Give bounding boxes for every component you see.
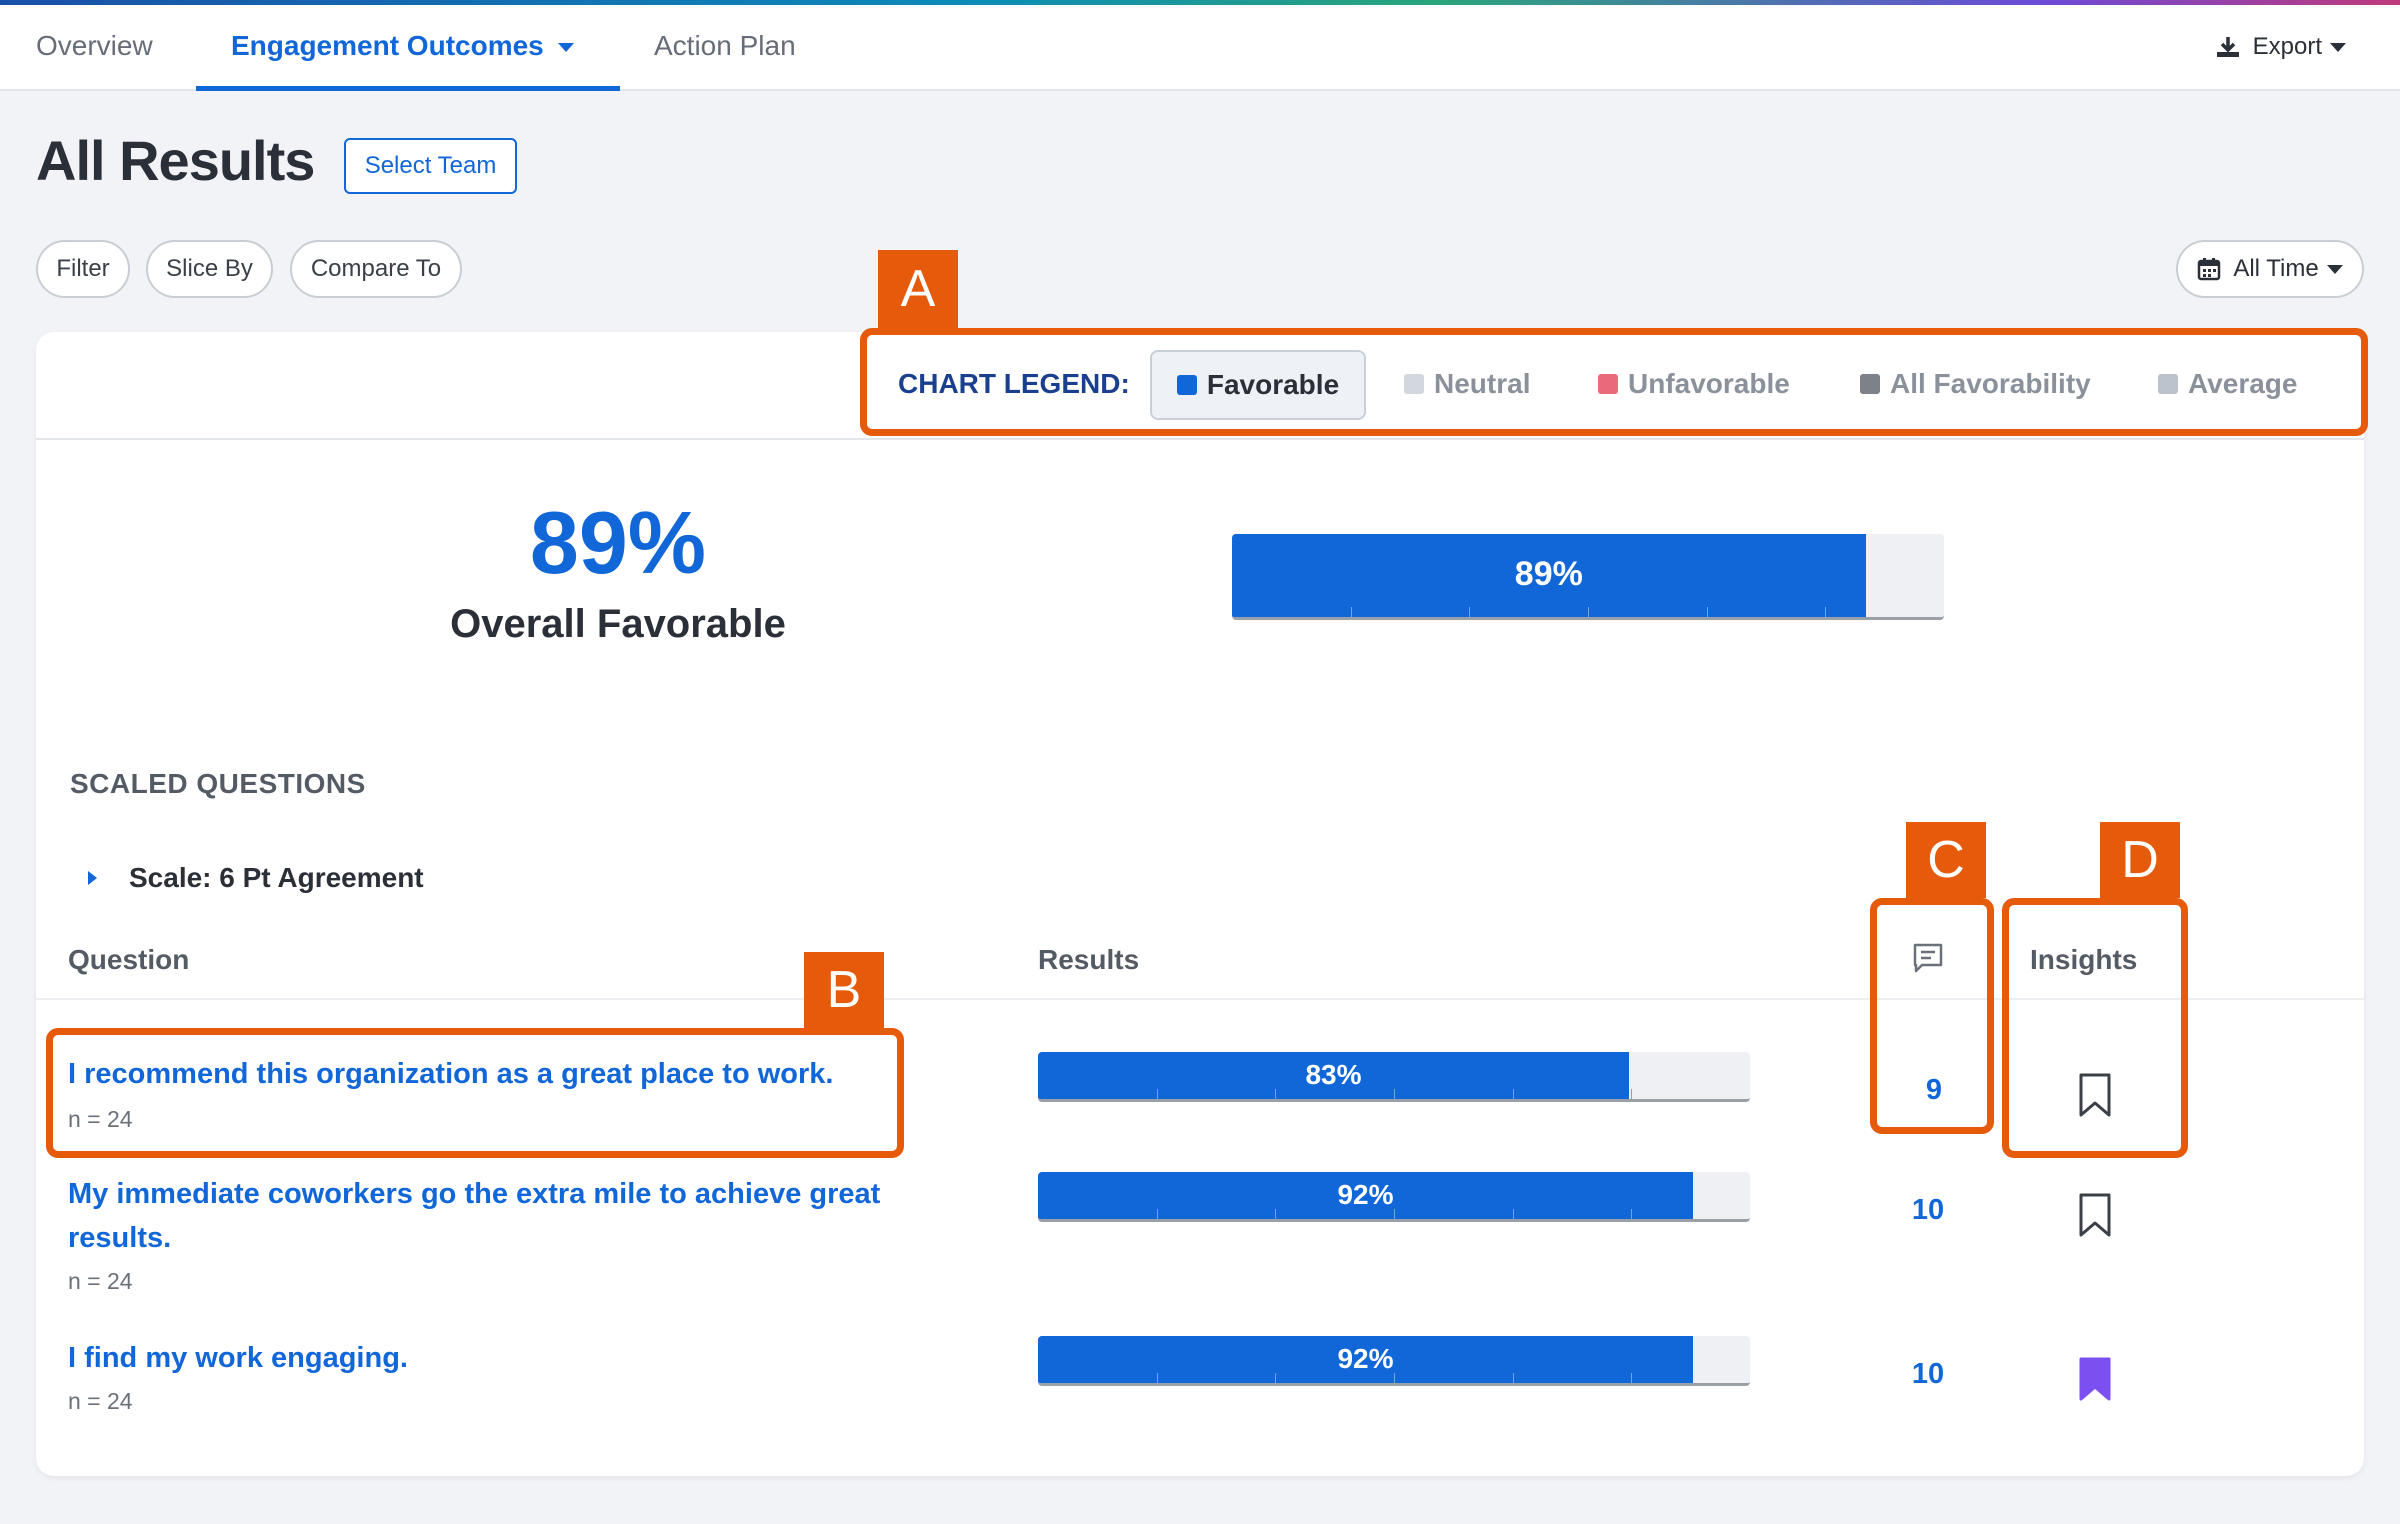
legend-swatch: [1404, 374, 1424, 394]
date-range-label: All Time: [2233, 255, 2319, 282]
bar-tick: [1512, 1209, 1514, 1219]
page-title: All Results: [36, 129, 315, 192]
legend-item-label: Average: [2188, 368, 2298, 399]
bookmark-icon[interactable]: [2078, 1072, 2112, 1118]
bar-tick: [1275, 1089, 1277, 1099]
chevron-down-icon: [2326, 264, 2343, 274]
overall-favorable-value: 89%: [529, 493, 707, 592]
annotation-label-a: A: [878, 250, 958, 328]
bar-tick: [1512, 1373, 1514, 1383]
legend-item-neutral[interactable]: Neutral: [1404, 368, 1530, 400]
tab-action-plan[interactable]: Action Plan: [654, 30, 796, 61]
column-header-insights: Insights: [2030, 944, 2138, 975]
question-result-bar[interactable]: 92%: [1038, 1336, 1750, 1386]
bar-tick: [1512, 1089, 1514, 1099]
annotation-label-d: D: [2100, 822, 2180, 898]
overall-favorable-fill: 89%: [1232, 534, 1866, 617]
calendar-icon: [2198, 258, 2221, 281]
active-tab-indicator: [196, 86, 620, 91]
question-result-fill: 83%: [1038, 1052, 1629, 1099]
bar-tick: [1394, 1373, 1395, 1383]
chevron-down-icon: [557, 43, 574, 53]
question-link[interactable]: My immediate coworkers go the extra mile…: [68, 1178, 881, 1254]
filter-button[interactable]: Filter: [36, 240, 130, 298]
column-header-results: Results: [1038, 944, 1140, 975]
tab-engagement-outcomes-label: Engagement Outcomes: [231, 30, 544, 61]
bar-tick: [1394, 1209, 1395, 1219]
overall-favorable-bar[interactable]: 89%: [1232, 534, 1944, 620]
legend-item-unfavorable[interactable]: Unfavorable: [1598, 368, 1790, 400]
bar-tick: [1394, 1089, 1395, 1099]
response-count: n = 24: [68, 1268, 133, 1294]
question-result-fill: 92%: [1038, 1336, 1694, 1383]
export-label: Export: [2252, 33, 2322, 60]
response-count: n = 24: [68, 1388, 133, 1414]
scale-label: Scale: 6 Pt Agreement: [129, 862, 424, 893]
bar-tick: [1825, 607, 1827, 617]
header-divider: [36, 998, 2364, 1000]
annotation-label-c: C: [1906, 822, 1986, 898]
top-accent-line: [0, 0, 2400, 5]
bookmark-filled-icon[interactable]: [2078, 1356, 2112, 1402]
bar-tick: [1631, 1209, 1633, 1219]
caret-right-icon: [88, 871, 97, 885]
card-divider: [36, 438, 2364, 440]
bar-tick: [1469, 607, 1471, 617]
column-header-question: Question: [68, 944, 190, 975]
select-team-button[interactable]: Select Team: [344, 138, 517, 194]
download-icon: [2216, 37, 2239, 57]
legend-swatch: [1176, 375, 1197, 395]
bar-tick: [1588, 607, 1589, 617]
legend-item-favorable[interactable]: Favorable: [1150, 350, 1366, 420]
comment-icon: [1913, 943, 1943, 973]
annotation-label-b: B: [804, 952, 884, 1028]
bar-tick: [1350, 607, 1352, 617]
response-count: n = 24: [68, 1106, 133, 1132]
chevron-down-icon: [2330, 42, 2346, 52]
top-nav: Overview Engagement Outcomes Action Plan…: [0, 5, 2400, 91]
bar-tick: [1275, 1209, 1277, 1219]
section-heading: SCALED QUESTIONS: [70, 768, 366, 799]
chart-legend-label: CHART LEGEND:: [898, 368, 1130, 399]
question-link[interactable]: I find my work engaging.: [68, 1342, 408, 1374]
legend-swatch: [1860, 374, 1880, 394]
bar-tick: [1631, 1089, 1633, 1099]
question-result-bar[interactable]: 92%: [1038, 1172, 1750, 1222]
slice-by-button[interactable]: Slice By: [146, 240, 273, 298]
annotation-box-c: [1870, 898, 1994, 1134]
comment-count[interactable]: 9: [1925, 1074, 1943, 1106]
tab-engagement-outcomes[interactable]: Engagement Outcomes: [231, 5, 574, 91]
bar-tick: [1156, 1373, 1158, 1383]
legend-item-label: Neutral: [1434, 368, 1531, 399]
annotation-box-d: [2002, 898, 2188, 1158]
overall-favorable-label: Overall Favorable: [450, 602, 786, 646]
legend-item-label: Unfavorable: [1628, 368, 1790, 399]
annotation-box-a: [860, 328, 2368, 436]
bookmark-icon[interactable]: [2078, 1192, 2112, 1238]
bar-tick: [1156, 1209, 1158, 1219]
legend-item-label: Favorable: [1206, 369, 1340, 400]
question-link[interactable]: I recommend this organization as a great…: [68, 1058, 834, 1090]
question-result-fill: 92%: [1038, 1172, 1694, 1219]
legend-swatch: [2158, 374, 2178, 394]
comment-count[interactable]: 10: [1911, 1358, 1945, 1390]
scale-toggle[interactable]: Scale: 6 Pt Agreement: [88, 862, 424, 894]
question-result-bar[interactable]: 83%: [1038, 1052, 1750, 1102]
legend-item-label: All Favorability: [1890, 368, 2091, 399]
tab-overview[interactable]: Overview: [36, 30, 153, 61]
date-range-dropdown[interactable]: All Time: [2176, 240, 2364, 298]
bar-tick: [1275, 1373, 1277, 1383]
export-button[interactable]: Export: [2215, 33, 2346, 61]
comment-count[interactable]: 10: [1911, 1194, 1945, 1226]
annotation-box-b: [46, 1028, 904, 1158]
legend-item-average[interactable]: Average: [2158, 368, 2297, 400]
bar-tick: [1156, 1089, 1158, 1099]
bar-tick: [1631, 1373, 1633, 1383]
bar-tick: [1706, 607, 1708, 617]
compare-to-button[interactable]: Compare To: [290, 240, 462, 298]
legend-swatch: [1598, 374, 1618, 394]
legend-item-all-favorability[interactable]: All Favorability: [1860, 368, 2091, 400]
